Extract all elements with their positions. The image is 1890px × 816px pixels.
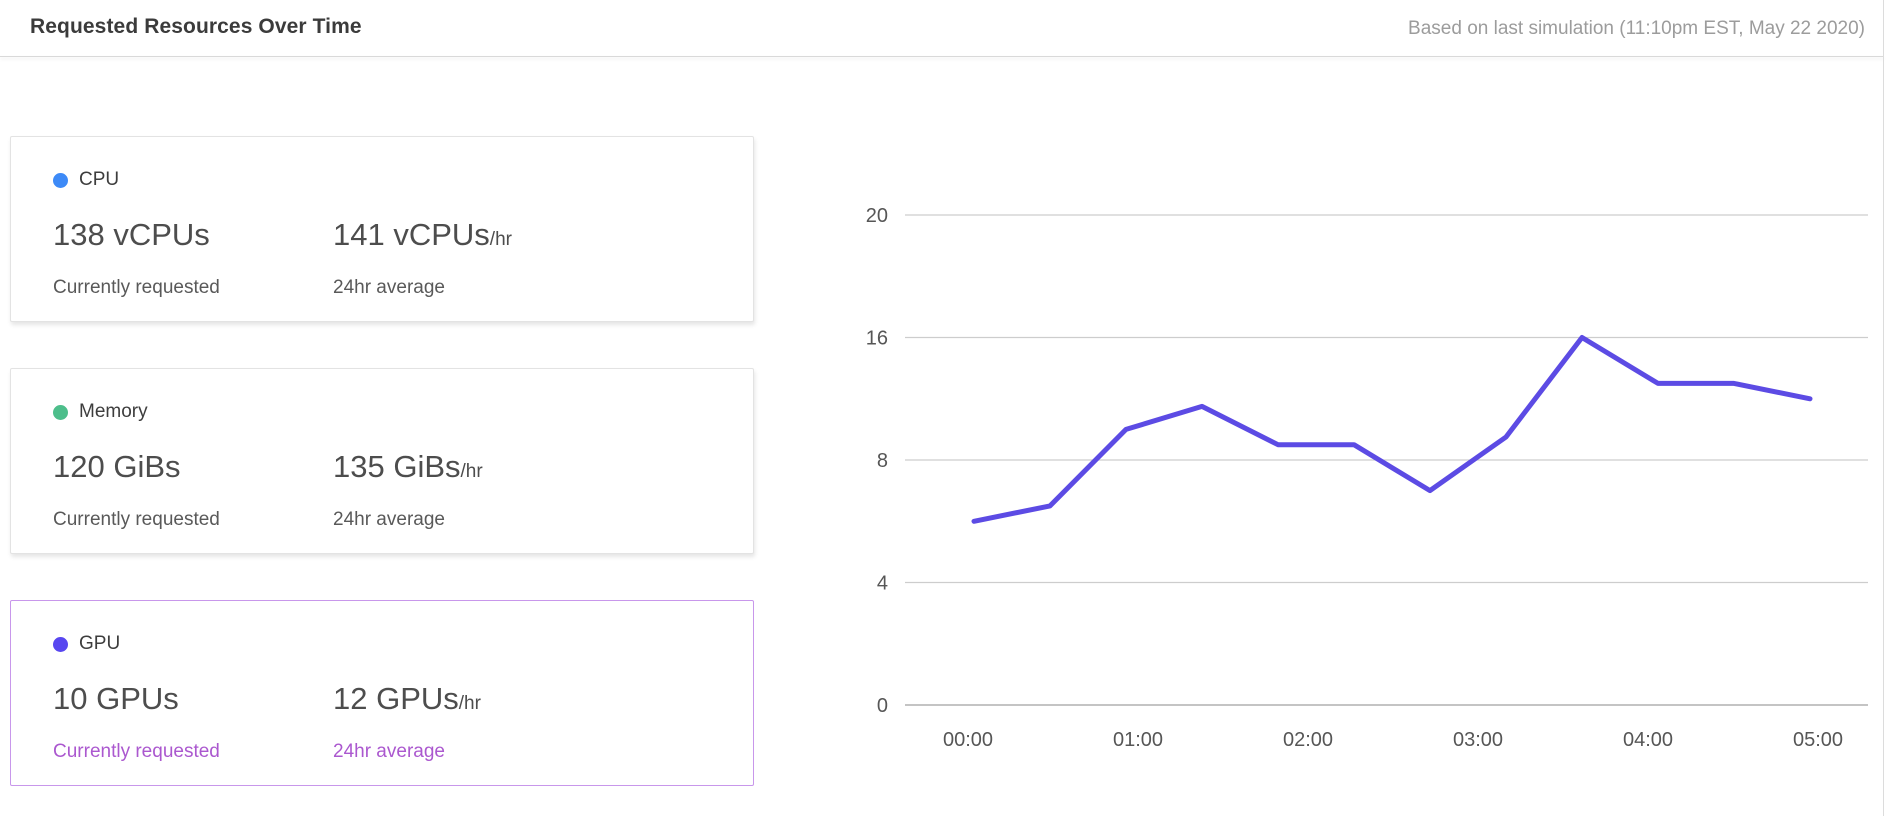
gpu-average-suffix: /hr [458, 693, 481, 714]
memory-legend-dot-icon [53, 404, 68, 420]
y-axis-tick-label: 0 [877, 695, 888, 717]
page-title: Requested Resources Over Time [30, 15, 362, 38]
memory-average-suffix: /hr [460, 461, 483, 482]
gpu-average-value: 12 GPUs [333, 681, 459, 716]
gpu-average-caption: 24hr average [333, 741, 445, 762]
memory-card-label: Memory [79, 401, 148, 422]
x-axis-tick-label: 04:00 [1623, 729, 1673, 751]
gpu-current-stat: 10 GPUs [53, 681, 179, 717]
memory-current-stat: 120 GiBs [53, 449, 181, 485]
memory-current-value: 120 GiBs [53, 449, 181, 484]
gpu-legend-dot-icon [53, 636, 68, 652]
y-axis-tick-label: 4 [877, 573, 888, 595]
gpu-usage-line-series [971, 335, 1813, 524]
memory-card-header: Memory [53, 401, 148, 423]
memory-average-caption: 24hr average [333, 509, 445, 530]
cpu-average-suffix: /hr [489, 229, 512, 250]
cpu-average-caption: 24hr average [333, 277, 445, 298]
cpu-average-value: 141 vCPUs [333, 217, 490, 252]
cpu-current-value: 138 vCPUs [53, 217, 210, 252]
gpu-card-label: GPU [79, 633, 121, 654]
x-axis-tick-label: 03:00 [1453, 729, 1503, 751]
y-axis-tick-label: 16 [866, 328, 888, 350]
cpu-current-stat: 138 vCPUs [53, 217, 210, 253]
gpu-current-caption: Currently requested [53, 741, 220, 762]
cpu-card-label: CPU [79, 169, 120, 190]
gpu-resource-card[interactable]: GPU 10 GPUs 12 GPUs/hr Currently request… [10, 600, 754, 786]
cpu-average-stat: 141 vCPUs/hr [333, 217, 512, 253]
gpu-current-value: 10 GPUs [53, 681, 179, 716]
x-axis-tick-label: 02:00 [1283, 729, 1333, 751]
memory-resource-card[interactable]: Memory 120 GiBs 135 GiBs/hr Currently re… [10, 368, 754, 554]
cpu-current-caption: Currently requested [53, 277, 220, 298]
memory-average-stat: 135 GiBs/hr [333, 449, 483, 485]
gpu-card-header: GPU [53, 633, 120, 655]
memory-average-value: 135 GiBs [333, 449, 461, 484]
y-axis-tick-label: 8 [877, 450, 888, 472]
cpu-card-header: CPU [53, 169, 119, 191]
header-divider [0, 56, 1884, 57]
cpu-resource-card[interactable]: CPU 138 vCPUs 141 vCPUs/hr Currently req… [10, 136, 754, 322]
last-simulation-note: Based on last simulation (11:10pm EST, M… [1408, 18, 1865, 39]
y-axis-tick-label: 20 [866, 205, 888, 227]
x-axis-tick-label: 00:00 [943, 729, 993, 751]
memory-current-caption: Currently requested [53, 509, 220, 530]
x-axis-tick-label: 05:00 [1793, 729, 1843, 751]
gpu-average-stat: 12 GPUs/hr [333, 681, 481, 717]
x-axis-tick-label: 01:00 [1113, 729, 1163, 751]
cpu-legend-dot-icon [53, 172, 68, 188]
panel-right-border [1883, 0, 1884, 816]
